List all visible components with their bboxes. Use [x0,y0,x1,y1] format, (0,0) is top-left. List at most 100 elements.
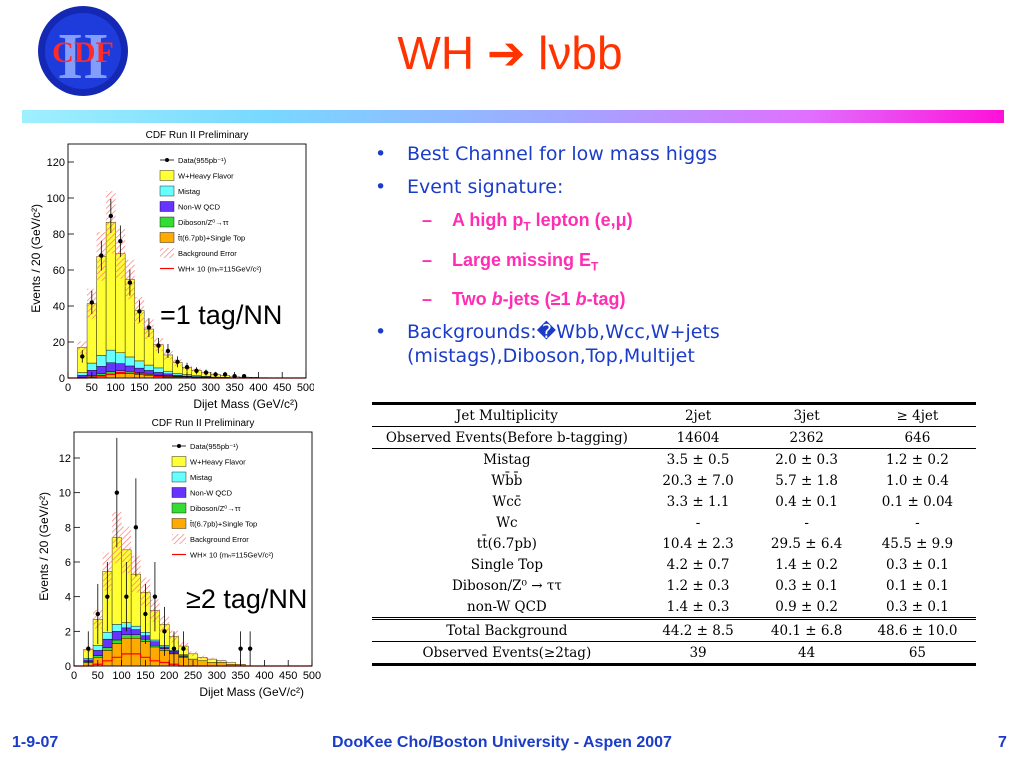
histogram-bar [124,365,135,372]
x-tick-label: 150 [130,382,148,394]
histogram-bar [115,363,126,372]
x-axis-label: Dijet Mass (GeV/c²) [193,397,298,411]
x-tick-label: 0 [71,670,77,682]
histogram-bar [77,375,88,378]
table-cell: Total Background [372,617,642,642]
x-tick-label: 400 [255,670,273,682]
table-row: Wcc̄ 3.3 ± 1.1 0.4 ± 0.1 0.1 ± 0.04 [372,491,976,512]
table-cell: 2jet [641,402,755,427]
table-cell: 0.1 ± 0.04 [881,493,954,510]
y-tick-label: 0 [59,373,65,385]
x-tick-label: 50 [92,670,104,682]
table-cell: 48.6 ± 10.0 [858,617,976,642]
table-cell: - [695,514,701,531]
plot-two-tag: CDF Run II Preliminary 0 2 4 6 8 10 12 0 50 100 150… [34,412,324,702]
legend-label: Diboson/Z⁰→ττ [190,504,241,513]
background-error-band [226,661,236,664]
data-point [181,646,186,651]
table-cell: 646 [858,426,976,449]
histogram-bar [134,360,145,369]
legend-marker-data-point [165,158,169,162]
table-cell: 3.5 ± 0.5 [641,448,755,470]
legend-swatch-hatch [160,248,174,258]
legend-swatch [159,216,175,228]
sub-bullet-missing-et: – Large missing ET [422,249,599,274]
legend-swatch [171,487,187,498]
legend-swatch [159,170,175,181]
histogram-bar [102,650,113,667]
legend-label: Background Error [178,249,237,258]
data-point [80,354,85,359]
y-axis-label: Events / 20 (GeV/c²) [37,492,51,601]
table-cell: Wcc̄ [492,493,522,510]
histogram-bar [102,631,113,640]
legend-swatch [159,232,175,243]
legend-swatch [159,201,175,212]
table-cell: 2362 [754,426,859,449]
footer-date: 1-9-07 [12,734,59,751]
x-tick-label: 0 [65,382,71,394]
background-error-band [121,526,132,574]
histogram-bar [96,355,107,367]
data-point [203,370,209,375]
histogram-bar [115,373,126,379]
table-cell: 40.1 ± 6.8 [754,617,859,642]
data-point [247,646,253,651]
data-point [89,300,95,305]
y-tick-label: 120 [47,157,65,169]
table-cell: - [804,514,809,531]
table-row: Single Top 4.2 ± 0.7 1.4 ± 0.2 0.3 ± 0.1 [372,554,976,575]
x-tick-label: 500 [303,670,321,682]
data-point [165,348,171,354]
legend-label: WH× 10 (mₕ=115GeV/c²) [190,551,274,560]
footer-page-number: 7 [998,734,1007,751]
legend-label: Data(955pb⁻¹) [178,156,227,165]
table-cell: 2.0 ± 0.3 [754,448,859,470]
legend-label: Non-W QCD [190,489,233,498]
table-cell: 39 [641,641,755,666]
histogram-bar [92,644,103,651]
histogram-bar [77,372,88,376]
data-point [156,343,161,348]
data-point [86,646,91,651]
footer-author: DooKee Cho/Boston University - Aspen 200… [332,734,672,751]
sub-bullet-two-b-jets: – Two b-jets (≥1 b-tag) [422,289,626,310]
data-point [146,325,152,330]
title-gradient-bar [22,110,1004,123]
histogram-bar [111,643,122,667]
table-cell: non-W QCD [467,598,547,615]
plot-one-tag: CDF Run II Preliminary 0 20 40 60 80 100 120 0 50… [24,126,314,411]
table-row: Mistag 3.5 ± 0.5 2.0 ± 0.3 1.2 ± 0.2 [372,448,976,470]
bullet-backgrounds: • Backgrounds:�Wbb,Wcc,W+jets (mistags),D… [375,321,720,368]
x-axis-label: Dijet Mass (GeV/c²) [199,685,304,699]
x-tick-label: 300 [208,670,226,682]
table-cell: 4.2 ± 0.7 [666,556,730,573]
bullet-event-signature: • Event signature: [375,176,564,198]
histogram-bar [92,650,103,656]
histogram-bar [124,373,135,379]
legend-label: W+Heavy Flavor [190,458,246,467]
histogram-bar [162,373,173,376]
legend-swatch [171,471,187,483]
data-point [127,280,133,285]
table-cell: Wb̄b̄ [491,472,523,489]
histogram-bar [130,629,141,636]
histogram-bar [149,641,160,646]
data-point [171,646,177,651]
data-point [99,253,104,258]
sub-bullet-high-pt-lepton: – A high pT lepton (e,μ) [422,210,633,234]
legend-label: t̄t(6.7pb)+Single Top [178,234,245,243]
histogram-bar [121,634,132,639]
histogram-bar [130,625,141,630]
table-row: Diboson/Z⁰ → ττ 1.2 ± 0.3 0.3 ± 0.1 0.1 ± 0… [372,575,976,596]
table-cell: 1.0 ± 0.4 [886,472,949,489]
x-tick-label: 100 [112,670,130,682]
plot-title: CDF Run II Preliminary [152,418,255,429]
background-error-band [216,659,227,662]
histogram-bar [153,372,164,376]
y-tick-label: 60 [53,265,65,277]
table-cell: - [915,514,920,531]
data-point [184,365,190,370]
plot-title: CDF Run II Preliminary [146,130,249,141]
histogram-bar [162,370,173,375]
